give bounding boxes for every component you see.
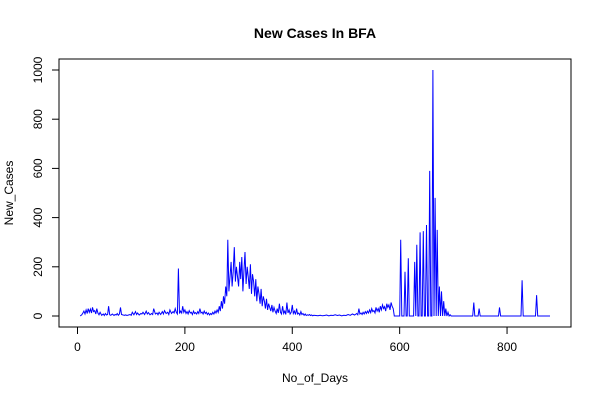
y-tick-label: 0 (31, 312, 45, 319)
y-axis-label: New_Cases (2, 161, 16, 226)
y-tick-label: 400 (31, 207, 45, 227)
chart-title: New Cases In BFA (254, 25, 376, 41)
y-tick-label: 200 (31, 256, 45, 276)
series-line (79, 69, 550, 318)
x-tick-label: 400 (282, 340, 302, 354)
x-tick-label: 800 (497, 340, 517, 354)
y-tick-label: 600 (31, 158, 45, 178)
y-tick-label: 800 (31, 109, 45, 129)
y-axis: 0 200 400 600 800 1000 (31, 56, 60, 319)
plot-frame (58, 58, 572, 328)
x-axis-label: No_of_Days (282, 371, 348, 385)
x-tick-label: 200 (175, 340, 195, 354)
x-tick-label: 600 (390, 340, 410, 354)
y-tick-label: 1000 (31, 56, 45, 83)
x-tick-label: 0 (74, 340, 81, 354)
x-axis: 0 200 400 600 800 (74, 326, 517, 354)
